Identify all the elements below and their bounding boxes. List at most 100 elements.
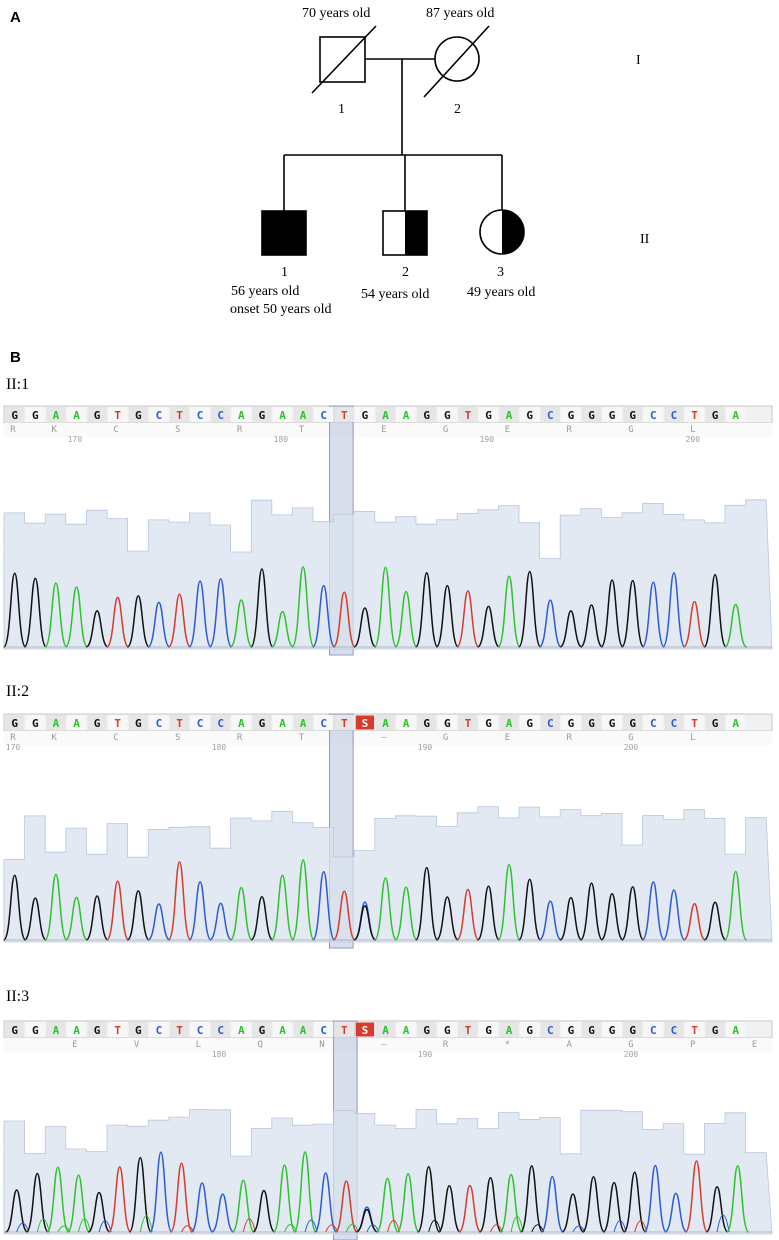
trace-peak	[190, 1182, 214, 1233]
trace-noise	[613, 1220, 627, 1233]
position-tick-label: 190	[418, 743, 433, 752]
trace-peak	[723, 603, 748, 648]
base-letter: T	[465, 717, 472, 730]
track-2-label: II:2	[6, 683, 29, 700]
base-letter: A	[73, 1024, 80, 1037]
base-letter: G	[259, 1024, 266, 1037]
base-cell	[128, 1022, 148, 1037]
base-cell	[46, 1022, 66, 1037]
amino-acid-label: E	[381, 425, 386, 435]
trace-peak	[497, 864, 521, 941]
amino-acid-label: L	[196, 1040, 201, 1050]
trace-noise	[36, 1218, 50, 1233]
panel-a-letter: A	[10, 9, 21, 26]
base-cell	[46, 407, 66, 422]
base-letter: G	[526, 1024, 533, 1037]
trace-peak	[416, 1166, 441, 1233]
trace-peak	[85, 895, 109, 941]
position-tick-label: 170	[68, 435, 83, 444]
track-2: G G A A G T G C T C C A G A A C T S A A G G T G A G C G G G G C C T G AR K C S…	[2, 713, 773, 949]
gen2-member1-onset: onset 50 years old	[230, 302, 331, 317]
base-letter: C	[320, 409, 327, 422]
trace-peak	[602, 1181, 626, 1233]
base-letter: G	[609, 409, 616, 422]
base-letter: C	[156, 409, 163, 422]
base-letter: C	[671, 1024, 678, 1037]
base-cell	[726, 715, 746, 730]
base-cell	[581, 407, 602, 422]
base-cell	[211, 715, 231, 730]
base-cell	[375, 1022, 396, 1037]
amino-acid-label: S	[175, 733, 180, 743]
base-cell	[437, 715, 457, 730]
trace-peak	[107, 1166, 132, 1233]
base-letter: G	[568, 717, 575, 730]
amino-acid-label: G	[628, 1040, 633, 1050]
base-letter: G	[94, 409, 101, 422]
base-cell	[726, 1022, 746, 1037]
base-cell	[623, 407, 643, 422]
amino-acid-label: *	[505, 1040, 510, 1050]
base-cell	[684, 407, 705, 422]
amino-acid-label: E	[72, 1040, 77, 1050]
base-letter: G	[32, 1024, 39, 1037]
trace-noise	[304, 1219, 318, 1233]
trace-peak	[271, 610, 294, 648]
carrier-fill-male	[405, 211, 427, 255]
base-letter: C	[320, 1024, 327, 1037]
trace-peak	[44, 582, 68, 648]
trace-noise	[78, 1218, 91, 1233]
base-cell	[149, 1022, 169, 1037]
position-tick-label: 180	[212, 743, 227, 752]
trace-peak	[334, 1180, 359, 1233]
base-letter: A	[403, 409, 410, 422]
trace-peak	[579, 882, 604, 941]
amino-acid-label: A	[566, 1040, 572, 1050]
base-letter: C	[650, 1024, 657, 1037]
base-letter: A	[382, 409, 389, 422]
base-letter: G	[362, 409, 369, 422]
base-letter: G	[94, 1024, 101, 1037]
base-letter: T	[465, 1024, 472, 1037]
trace-peak	[684, 1160, 709, 1233]
base-letter: G	[485, 717, 492, 730]
trace-peak	[478, 1176, 503, 1233]
trace-peak	[600, 579, 624, 648]
trace-peak	[581, 1175, 606, 1233]
base-letter: T	[114, 717, 121, 730]
base-letter: G	[609, 717, 616, 730]
base-letter: G	[94, 717, 101, 730]
trace-peak	[394, 886, 418, 941]
base-letter: T	[176, 409, 183, 422]
amino-acid-label: E	[752, 1040, 757, 1050]
base-letter: A	[279, 409, 286, 422]
trace-peak	[437, 1184, 462, 1233]
base-cell	[108, 407, 128, 422]
amino-acid-label: R	[237, 425, 243, 435]
trace-peak	[2, 572, 27, 648]
base-letter: T	[341, 1024, 348, 1037]
track-3: G G A A G T G C T C C A G A A C T S A A G G T G A G C G G G G C C T G AE V L Q…	[3, 1020, 773, 1240]
translation-bar	[4, 731, 772, 745]
base-cell	[128, 715, 148, 730]
base-letter: G	[568, 409, 575, 422]
base-letter: G	[423, 1024, 430, 1037]
base-cell	[211, 1022, 231, 1037]
trace-peak	[519, 1165, 544, 1233]
base-cell	[623, 715, 643, 730]
trace-peak	[229, 886, 254, 941]
trace-peak	[435, 584, 460, 648]
trace-peak	[250, 568, 274, 648]
base-letter: A	[300, 717, 307, 730]
position-tick-label: 200	[624, 1050, 639, 1059]
gen1-member2-number: 2	[454, 102, 461, 117]
trace-peak	[167, 593, 192, 648]
base-cell	[46, 715, 66, 730]
trace-peak	[414, 571, 439, 648]
base-cell	[108, 715, 128, 730]
base-letter: C	[156, 717, 163, 730]
amino-acid-label: P	[690, 1040, 696, 1050]
trace-peak	[662, 572, 686, 648]
generation-label-1: I	[636, 53, 641, 68]
variant-base-cell	[355, 1022, 375, 1037]
